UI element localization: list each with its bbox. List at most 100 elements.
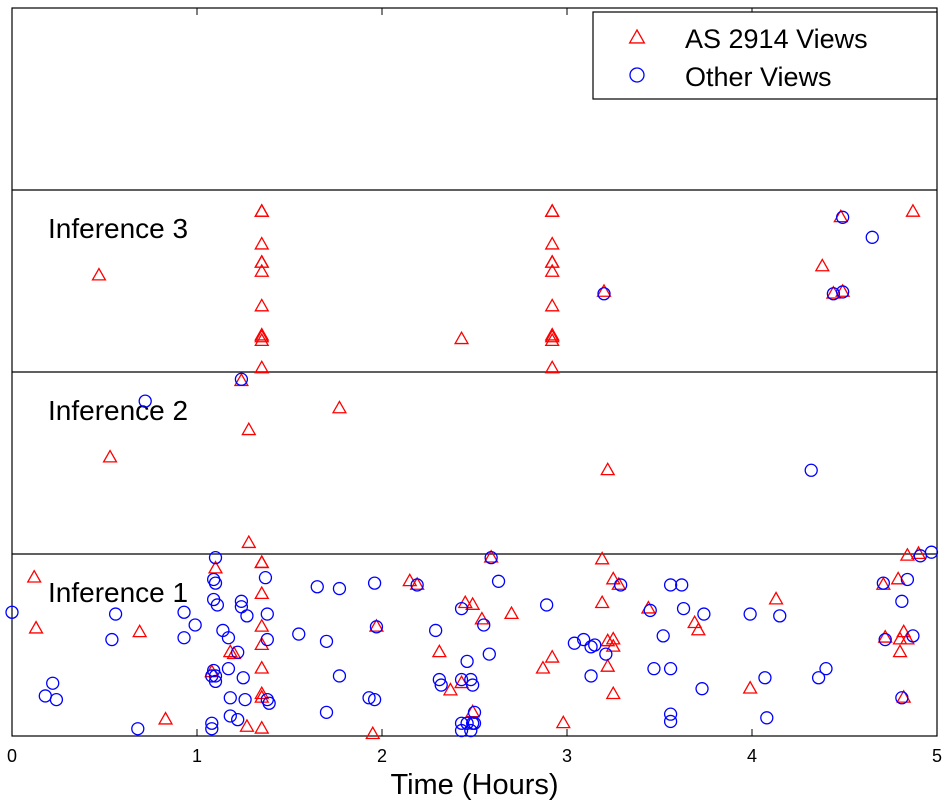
- other-point: [221, 662, 236, 676]
- as2914-point: [254, 329, 270, 343]
- as2914-point: [254, 327, 270, 341]
- as2914-point: [896, 689, 912, 703]
- other-point: [367, 692, 382, 707]
- as2914-point: [544, 332, 560, 347]
- other-point: [760, 711, 774, 725]
- as2914-point: [835, 283, 851, 297]
- as2914-point: [503, 605, 520, 620]
- as2914-point: [442, 682, 459, 696]
- as2914-point: [102, 449, 118, 463]
- other-point: [836, 210, 850, 224]
- other-point: [464, 672, 478, 687]
- other-point: [208, 550, 223, 565]
- as2914-point: [690, 622, 706, 636]
- as2914-point: [605, 571, 621, 585]
- other-point: [663, 714, 678, 729]
- as2914-point: [544, 263, 560, 277]
- as2914-point: [239, 718, 255, 732]
- as2914-point: [899, 631, 915, 645]
- other-point: [205, 722, 219, 736]
- as2914-point: [254, 554, 270, 569]
- other-point: [567, 636, 582, 650]
- other-point: [49, 692, 64, 707]
- other-point: [362, 691, 376, 705]
- other-point: [465, 678, 480, 692]
- other-point: [454, 723, 469, 738]
- other-point: [108, 607, 123, 621]
- as2914-point: [596, 283, 612, 297]
- as2914-point: [26, 569, 42, 583]
- as2914-point: [453, 330, 470, 345]
- as2914-point: [600, 461, 616, 476]
- as2914-point: [254, 585, 270, 600]
- as2914-point: [331, 400, 348, 414]
- other-point: [454, 716, 469, 730]
- other-point: [238, 692, 252, 707]
- other-point: [826, 287, 841, 301]
- as2914-point: [483, 549, 499, 563]
- other-point: [260, 607, 274, 621]
- other-point: [647, 662, 661, 676]
- as2914-point: [254, 636, 270, 650]
- other-point: [319, 705, 334, 719]
- as2914-point: [535, 660, 551, 674]
- as2914-point: [611, 576, 627, 590]
- other-point: [656, 629, 670, 643]
- other-point: [332, 669, 347, 683]
- other-point: [332, 581, 347, 596]
- other-point: [205, 716, 219, 730]
- other-point: [895, 691, 909, 705]
- as2914-point: [254, 618, 270, 632]
- other-point: [177, 631, 191, 645]
- other-point: [454, 601, 469, 616]
- as2914-point: [892, 631, 908, 645]
- as2914-point: [431, 643, 447, 658]
- as2914-point: [544, 327, 560, 341]
- other-point: [236, 671, 250, 685]
- as2914-point: [768, 591, 784, 605]
- other-point: [223, 691, 237, 705]
- x-tick-label: 4: [747, 746, 757, 766]
- as2914-point: [605, 631, 621, 645]
- as2914-point: [544, 329, 560, 343]
- as2914-point: [600, 633, 616, 647]
- as2914-point: [254, 263, 270, 277]
- as2914-point: [544, 649, 560, 663]
- as2914-point: [594, 594, 610, 609]
- as2914-point: [28, 620, 44, 634]
- other-point: [695, 682, 709, 696]
- other-point: [913, 549, 927, 563]
- other-point: [900, 572, 915, 587]
- as2914-point: [905, 203, 921, 217]
- as2914-point: [365, 725, 381, 740]
- other-point: [319, 634, 334, 649]
- as2914-point: [241, 534, 257, 549]
- as2914-point: [544, 203, 560, 217]
- as2914-point: [742, 680, 758, 694]
- as2914-point: [226, 645, 242, 660]
- other-point: [924, 545, 939, 559]
- x-tick-label: 3: [562, 746, 572, 766]
- other-point: [758, 671, 772, 685]
- other-point: [223, 709, 237, 723]
- other-point: [434, 678, 448, 692]
- other-point: [231, 712, 245, 727]
- other-point: [262, 696, 276, 710]
- other-point: [819, 662, 833, 676]
- other-point: [210, 598, 225, 612]
- other-point: [138, 394, 152, 408]
- legend-circle-icon: [629, 67, 645, 83]
- as2914-point: [474, 611, 490, 625]
- other-point: [584, 669, 598, 683]
- other-point: [643, 603, 657, 618]
- as2914-point: [594, 551, 610, 565]
- other-point: [878, 632, 892, 647]
- other-point: [597, 287, 611, 301]
- other-point: [467, 716, 482, 730]
- as2914-point: [687, 614, 703, 629]
- other-point: [410, 578, 424, 592]
- other-point: [260, 632, 274, 647]
- as2914-point: [254, 332, 270, 347]
- as2914-point: [241, 421, 257, 436]
- as2914-point: [605, 685, 621, 700]
